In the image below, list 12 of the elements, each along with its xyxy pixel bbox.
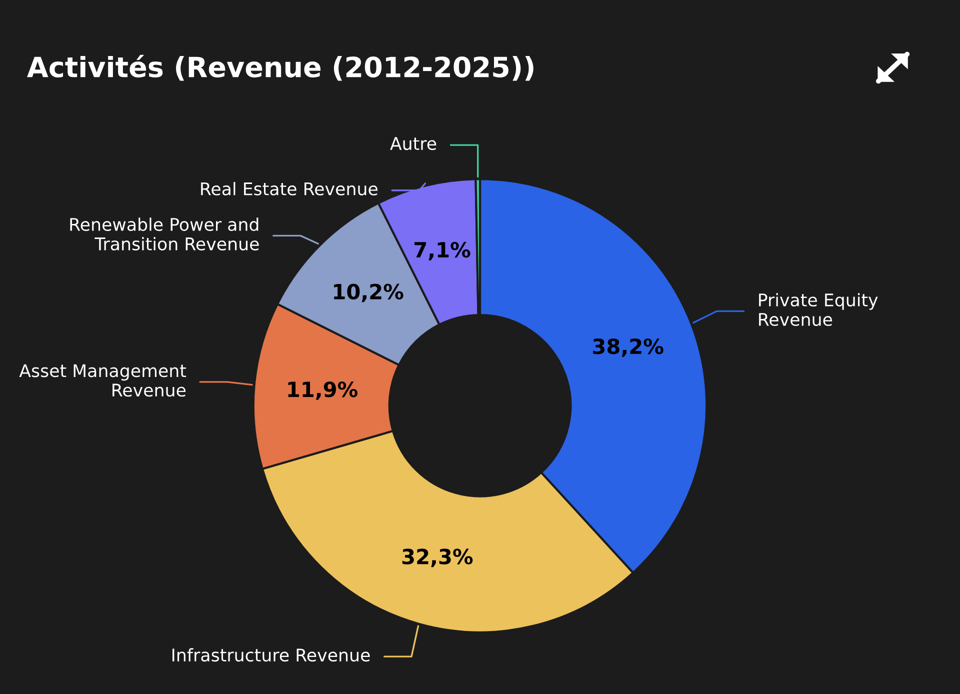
slice-label: Asset Management Revenue <box>19 364 186 397</box>
data-label: 38,2% <box>593 338 664 357</box>
slice-label: Private Equity Revenue <box>759 293 878 326</box>
data-label: 32,3% <box>402 548 473 568</box>
data-label: 11,9% <box>288 381 358 400</box>
slice-label: Real Estate Revenue <box>201 182 378 196</box>
slice-label: Autre <box>390 137 436 150</box>
slice-label: Infrastructure Revenue <box>172 648 370 662</box>
slice-label: Renewable Power and Transition Revenue <box>70 218 259 250</box>
chart-title: Activités (Revenue (2012-2025)) <box>27 54 534 81</box>
data-label: 7,1% <box>414 242 470 260</box>
data-label: 10,2% <box>334 284 404 302</box>
